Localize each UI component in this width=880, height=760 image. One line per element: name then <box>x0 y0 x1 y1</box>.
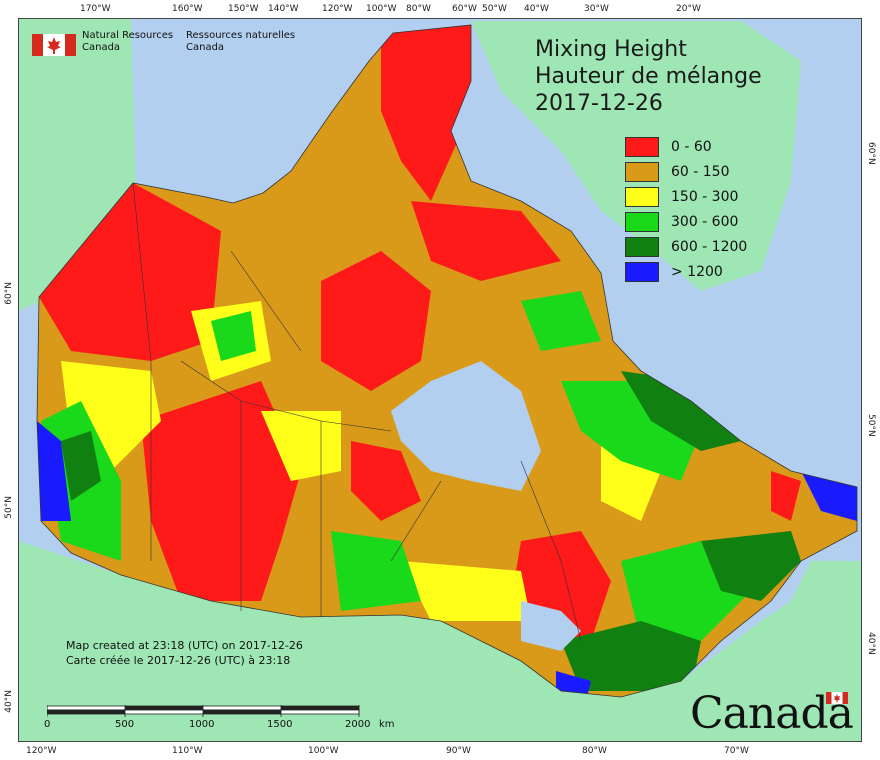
legend-label: 600 - 1200 <box>671 238 748 255</box>
tick-bottom-120w: 120°W <box>26 746 57 756</box>
scale-unit: km <box>379 719 395 730</box>
tick-top-60w: 60°W <box>452 4 477 14</box>
canada-wordmark: Canada <box>690 688 854 739</box>
canada-flag-icon <box>32 34 76 56</box>
tick-top-140w: 140°W <box>268 4 299 14</box>
legend-item: 300 - 600 <box>625 209 747 234</box>
great-lakes <box>521 601 581 651</box>
legend-label: 60 - 150 <box>671 163 730 180</box>
scale-tick-0: 0 <box>44 719 51 730</box>
tick-bottom-80w: 80°W <box>582 746 607 756</box>
tick-bottom-110w: 110°W <box>172 746 203 756</box>
tick-right-60n: 60°N <box>866 142 876 165</box>
credit-fr: Carte créée le 2017-12-26 (UTC) à 23:18 <box>66 654 291 667</box>
legend: 0 - 60 60 - 150 150 - 300 300 - 600 600 … <box>625 134 747 284</box>
tick-top-170w: 170°W <box>80 4 111 14</box>
title-fr: Hauteur de mélange <box>535 64 762 89</box>
legend-item: 150 - 300 <box>625 184 747 209</box>
tick-right-50n: 50°N <box>866 414 876 437</box>
agency-name-fr: Ressources naturelles <box>186 30 296 41</box>
legend-item: 600 - 1200 <box>625 234 747 259</box>
title-date: 2017-12-26 <box>535 91 663 116</box>
canada-outline <box>36 24 858 698</box>
scale-bar-graphic <box>47 705 360 717</box>
legend-item: 0 - 60 <box>625 134 747 159</box>
agency-name-en-line2: Canada <box>82 42 121 53</box>
tick-right-40n: 40°N <box>866 632 876 655</box>
tick-left-60n: 60°N <box>4 282 14 305</box>
tick-bottom-90w: 90°W <box>446 746 471 756</box>
scale-tick-1000: 1000 <box>189 719 215 730</box>
agency-name-en: Natural Resources <box>82 30 174 41</box>
title-en: Mixing Height <box>535 37 687 62</box>
legend-item: > 1200 <box>625 259 747 284</box>
scale-tick-1500: 1500 <box>267 719 293 730</box>
legend-item: 60 - 150 <box>625 159 747 184</box>
map-title: Mixing Height Hauteur de mélange 2017-12… <box>535 36 762 117</box>
map-canvas <box>19 19 861 741</box>
scale-tick-500: 500 <box>115 719 135 730</box>
tick-top-50w: 50°W <box>482 4 507 14</box>
legend-swatch <box>625 236 659 257</box>
tick-top-40w: 40°W <box>524 4 549 14</box>
provincial-borders <box>132 182 582 642</box>
legend-label: 300 - 600 <box>671 213 739 230</box>
tick-top-120w: 120°W <box>322 4 353 14</box>
tick-left-50n: 50°N <box>4 496 14 519</box>
tick-top-150w: 150°W <box>228 4 259 14</box>
tick-top-20w: 20°W <box>676 4 701 14</box>
legend-swatch <box>625 261 659 282</box>
legend-swatch <box>625 186 659 207</box>
legend-swatch <box>625 136 659 157</box>
tick-left-40n: 40°N <box>4 690 14 713</box>
agency-name-fr-line2: Canada <box>186 42 225 53</box>
credit-en: Map created at 23:18 (UTC) on 2017-12-26 <box>66 639 303 652</box>
tick-top-30w: 30°W <box>584 4 609 14</box>
tick-top-160w: 160°W <box>172 4 203 14</box>
legend-label: > 1200 <box>671 263 723 280</box>
map-credit: Map created at 23:18 (UTC) on 2017-12-26… <box>66 638 303 668</box>
legend-label: 150 - 300 <box>671 188 739 205</box>
legend-swatch <box>625 161 659 182</box>
tick-bottom-100w: 100°W <box>308 746 339 756</box>
tick-bottom-70w: 70°W <box>724 746 749 756</box>
legend-swatch <box>625 211 659 232</box>
scale-tick-2000: 2000 <box>345 719 371 730</box>
hudson-bay <box>391 361 541 491</box>
map-frame <box>18 18 862 742</box>
legend-label: 0 - 60 <box>671 138 712 155</box>
alaska-land <box>19 19 136 311</box>
tick-top-80w: 80°W <box>406 4 431 14</box>
wordmark-flag-icon <box>826 692 848 704</box>
tick-top-100w: 100°W <box>366 4 397 14</box>
usa-land <box>19 541 861 741</box>
